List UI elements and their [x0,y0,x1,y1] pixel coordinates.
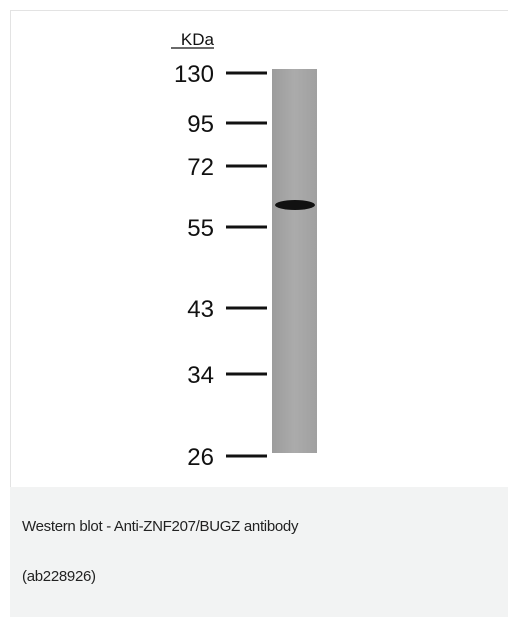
marker-label: 72 [187,154,214,181]
caption-line: (ab228926) [22,568,96,585]
caption: Western blot - Anti-ZNF207/BUGZ antibody… [10,487,508,617]
western-blot: KDa 130 95 72 55 43 34 26 [11,11,508,487]
marker-label: 130 [174,61,214,88]
unit-label: KDa [181,30,215,49]
lane [272,69,317,453]
marker-label: 34 [187,362,214,389]
marker-label: 43 [187,296,214,323]
page: KDa 130 95 72 55 43 34 26 Western blot - Anti-… [0,0,508,617]
marker-label: 26 [187,444,214,471]
caption-line: Western blot - Anti-ZNF207/BUGZ antibody [22,518,298,535]
figure-frame: KDa 130 95 72 55 43 34 26 [10,10,508,488]
marker-label: 55 [187,215,214,242]
marker-label: 95 [187,111,214,138]
band [275,200,315,210]
